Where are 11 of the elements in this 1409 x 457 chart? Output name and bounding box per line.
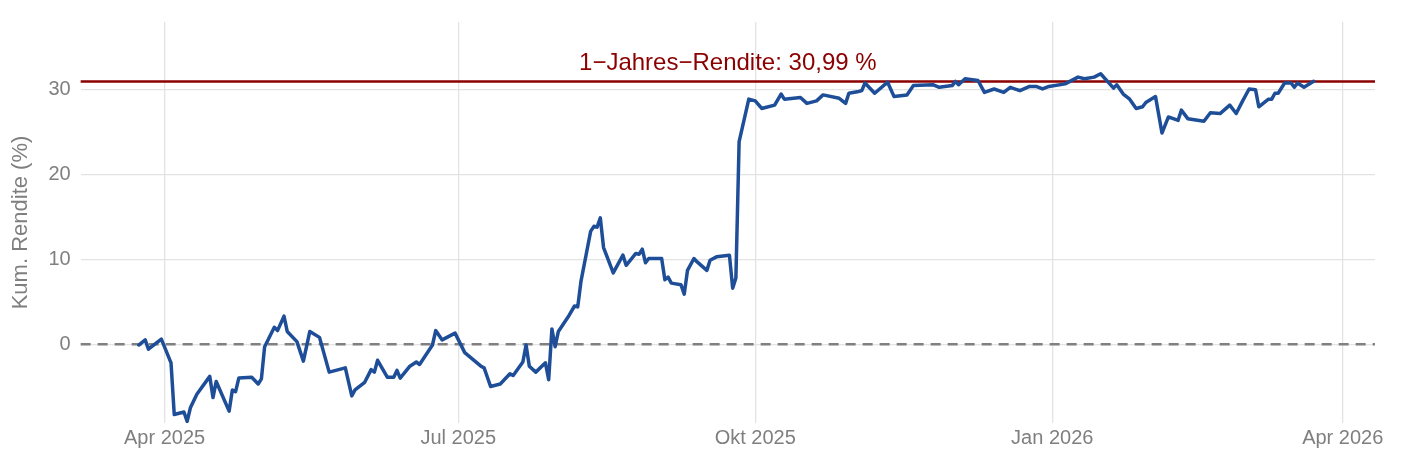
y-tick-label: 20 [48, 162, 71, 185]
x-tick-label: Apr 2026 [1302, 425, 1384, 448]
x-tick-label: Jan 2026 [1011, 425, 1094, 448]
x-tick-label: Okt 2025 [714, 425, 796, 448]
y-axis-title: Kum. Rendite (%) [7, 135, 33, 310]
y-tick-label: 0 [59, 331, 71, 354]
y-tick-label: 10 [48, 246, 71, 269]
x-tick-label: Apr 2025 [123, 425, 206, 448]
y-tick-label: 30 [48, 77, 71, 100]
x-tick-label: Jul 2025 [420, 425, 497, 448]
ref-line-label: 1−Jahres−Rendite: 30,99 % [579, 48, 877, 76]
